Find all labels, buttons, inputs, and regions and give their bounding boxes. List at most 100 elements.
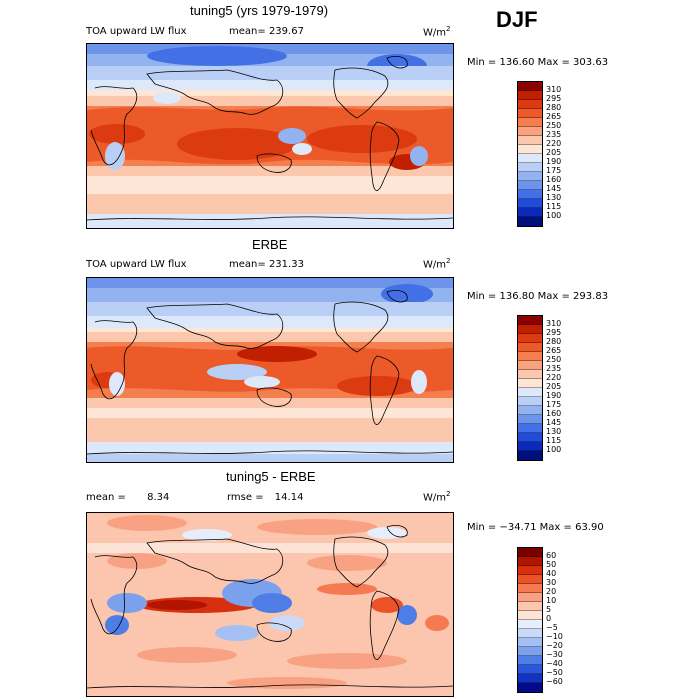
panel2-colorbar-swatch: [518, 433, 542, 442]
colorbar-tick: 310: [546, 85, 562, 94]
panel2-colorbar-swatch: [518, 325, 542, 334]
colorbar-tick: 60: [546, 551, 557, 560]
panel3-colorbar-swatch: [518, 566, 542, 575]
colorbar-tick: 280: [546, 103, 562, 112]
panel2-map-svg: [87, 278, 453, 462]
colorbar-tick: 10: [546, 596, 557, 605]
colorbar-tick: 175: [546, 166, 562, 175]
colorbar-tick: −40: [546, 659, 563, 668]
panel1-colorbar-swatch: [518, 118, 542, 127]
colorbar-tick: 280: [546, 337, 562, 346]
panel1-colorbar-swatch: [518, 91, 542, 100]
panel2-mean-label: mean=: [229, 259, 266, 270]
panel1-colorbar-swatch: [518, 199, 542, 208]
panel3-colorbar-swatch: [518, 674, 542, 683]
season-label: DJF: [496, 7, 538, 32]
colorbar-tick: 220: [546, 373, 562, 382]
colorbar-tick: 40: [546, 569, 557, 578]
panel1-colorbar-swatch: [518, 109, 542, 118]
colorbar-tick: 235: [546, 130, 562, 139]
colorbar-tick: 310: [546, 319, 562, 328]
colorbar-tick: 100: [546, 211, 562, 220]
panel1-mean-label: mean=: [229, 26, 266, 37]
panel1-colorbar-swatch: [518, 181, 542, 190]
panel1-colorbar-swatch: [518, 217, 542, 226]
colorbar-tick: 250: [546, 355, 562, 364]
panel1-colorbar-swatch: [518, 154, 542, 163]
panel1-colorbar-swatch: [518, 100, 542, 109]
panel2-colorbar-swatch: [518, 451, 542, 460]
panel2-units: W/m2: [423, 257, 450, 270]
panel1-colorbar-swatch: [518, 190, 542, 199]
colorbar-tick: −10: [546, 632, 563, 641]
panel1-colorbar-swatch: [518, 163, 542, 172]
panel3-colorbar: [517, 547, 543, 693]
panel3-colorbar-swatch: [518, 584, 542, 593]
panel2-colorbar: [517, 315, 543, 461]
panel1-field-label: TOA upward LW flux: [86, 26, 187, 37]
colorbar-tick: 115: [546, 436, 562, 445]
panel3-mean: mean = 8.34: [86, 492, 169, 503]
panel3-map: [86, 512, 454, 697]
panel2-colorbar-swatch: [518, 388, 542, 397]
colorbar-tick: 130: [546, 427, 562, 436]
panel2-field-label: TOA upward LW flux: [86, 259, 187, 270]
panel2-colorbar-swatch: [518, 370, 542, 379]
colorbar-tick: 175: [546, 400, 562, 409]
colorbar-tick: 145: [546, 184, 562, 193]
panel2-colorbar-swatch: [518, 397, 542, 406]
colorbar-tick: 115: [546, 202, 562, 211]
colorbar-tick: 160: [546, 175, 562, 184]
colorbar-tick: 145: [546, 418, 562, 427]
panel1-map: [86, 43, 454, 229]
panel2-colorbar-swatch: [518, 334, 542, 343]
panel1-colorbar-swatch: [518, 172, 542, 181]
panel3-colorbar-swatch: [518, 620, 542, 629]
panel2-title: ERBE: [252, 237, 288, 252]
colorbar-tick: 205: [546, 382, 562, 391]
colorbar-tick: 220: [546, 139, 562, 148]
panel3-colorbar-swatch: [518, 683, 542, 692]
panel2-colorbar-swatch: [518, 352, 542, 361]
colorbar-tick: 190: [546, 391, 562, 400]
panel3-colorbar-swatch: [518, 593, 542, 602]
panel1-mean: mean= 239.67: [229, 26, 304, 37]
panel3-colorbar-swatch: [518, 665, 542, 674]
panel3-colorbar-swatch: [518, 638, 542, 647]
colorbar-tick: 235: [546, 364, 562, 373]
colorbar-tick: −5: [546, 623, 558, 632]
panel3-units: W/m2: [423, 490, 450, 503]
panel3-mean-value: 8.34: [147, 492, 170, 503]
panel1-colorbar-swatch: [518, 208, 542, 217]
panel2-colorbar-swatch: [518, 379, 542, 388]
panel2-units-exp: 2: [446, 257, 451, 265]
colorbar-tick: 160: [546, 409, 562, 418]
panel1-colorbar-swatch: [518, 127, 542, 136]
panel1-colorbar: [517, 81, 543, 227]
colorbar-tick: 5: [546, 605, 552, 614]
panel1-min-max: Min = 136.60 Max = 303.63: [467, 57, 609, 68]
colorbar-tick: −20: [546, 641, 563, 650]
colorbar-tick: 130: [546, 193, 562, 202]
colorbar-tick: −30: [546, 650, 563, 659]
panel3-rmse-label: rmse =: [227, 492, 264, 503]
colorbar-tick: 295: [546, 328, 562, 337]
panel3-colorbar-swatch: [518, 656, 542, 665]
panel3-colorbar-swatch: [518, 575, 542, 584]
panel3-colorbar-swatch: [518, 557, 542, 566]
panel2-colorbar-swatch: [518, 361, 542, 370]
colorbar-tick: 50: [546, 560, 557, 569]
colorbar-tick: 30: [546, 578, 557, 587]
panel3-title: tuning5 - ERBE: [226, 469, 316, 484]
panel3-colorbar-swatch: [518, 647, 542, 656]
panel1-colorbar-swatch: [518, 82, 542, 91]
panel2-colorbar-swatch: [518, 343, 542, 352]
panel1-colorbar-swatch: [518, 145, 542, 154]
colorbar-tick: 100: [546, 445, 562, 454]
panel3-mean-label: mean =: [86, 492, 126, 503]
panel1-units: W/m2: [423, 25, 450, 38]
panel2-min-max: Min = 136.80 Max = 293.83: [467, 291, 609, 302]
colorbar-tick: 205: [546, 148, 562, 157]
panel2-mean: mean= 231.33: [229, 259, 304, 270]
panel2-colorbar-swatch: [518, 316, 542, 325]
